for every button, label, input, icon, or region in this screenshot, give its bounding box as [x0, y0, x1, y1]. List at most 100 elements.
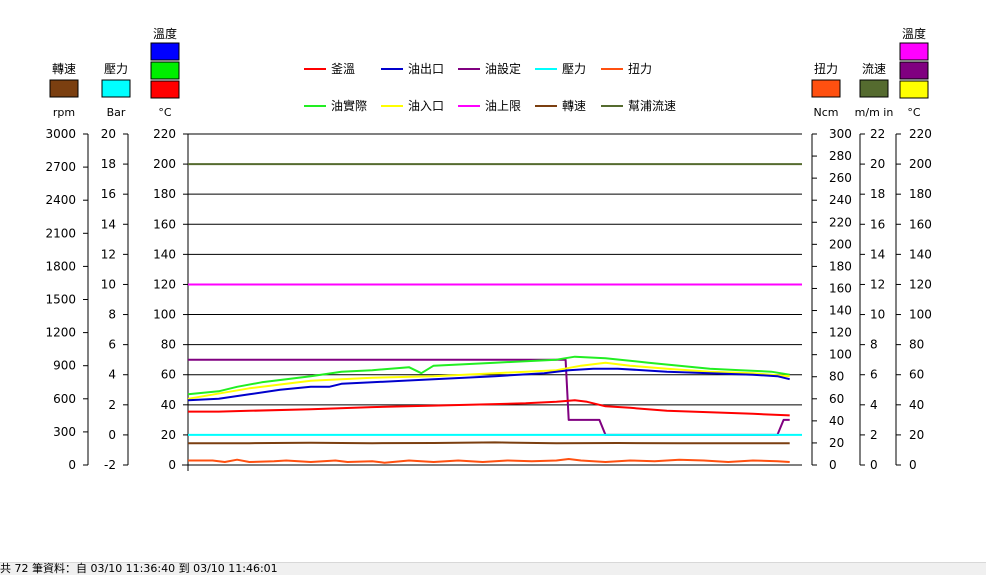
bar-tick-label: 6	[108, 338, 116, 352]
flow-tick-label: 2	[870, 428, 878, 442]
legend-label: 油實際	[331, 98, 367, 113]
axis-swatches: 轉速 rpm 壓力 Bar 溫度 °C 扭力 Ncm 流速 m/m in 溫度 °C	[49, 26, 929, 119]
rpm-axis-title: 轉速	[52, 62, 76, 76]
temp_right-tick-label: 120	[909, 277, 932, 291]
temp_right-axis-title: 溫度	[902, 26, 926, 41]
status-bar: 共 72 筆資料：自 03/10 11:36:40 到 03/10 11:46:…	[0, 562, 986, 575]
temp_left-tick-label: 140	[153, 247, 176, 261]
ncm-tick-label: 80	[829, 370, 844, 384]
flow-tick-label: 0	[870, 458, 878, 472]
series-line	[188, 399, 790, 417]
rpm-tick-label: 1500	[45, 293, 76, 307]
flow-tick-label: 8	[870, 338, 878, 352]
legend-label: 油設定	[485, 61, 521, 76]
temp_left-tick-label: 40	[161, 398, 176, 412]
ncm-axis-title: 扭力	[814, 62, 838, 76]
temp_left-tick-label: 200	[153, 157, 176, 171]
series-line	[187, 361, 790, 400]
chart-canvas: 03006009001200150018002100240027003000-2…	[45, 26, 932, 472]
flow-swatch	[859, 79, 889, 98]
series-lines	[187, 163, 802, 464]
ncm-tick-label: 160	[829, 281, 852, 295]
temp_left-tick-label: 0	[168, 458, 176, 472]
ncm-tick-label: 20	[829, 436, 844, 450]
flow-tick-label: 14	[870, 247, 885, 261]
ncm-tick-label: 280	[829, 149, 852, 163]
rpm-tick-label: 2700	[45, 160, 76, 174]
legend-label: 釜溫	[331, 61, 355, 76]
flow-axis-title: 流速	[862, 62, 886, 76]
ncm-tick-label: 240	[829, 193, 852, 207]
temp_right-tick-label: 200	[909, 157, 932, 171]
temp_right-tick-label: 180	[909, 187, 932, 201]
rpm-tick-label: 300	[53, 425, 76, 439]
flow-tick-label: 4	[870, 398, 878, 412]
temp_left-tick-label: 220	[153, 127, 176, 141]
ncm-tick-label: 40	[829, 414, 844, 428]
temp_right-swatch	[899, 80, 929, 99]
ncm-swatch	[811, 79, 841, 98]
temp_left-tick-label: 180	[153, 187, 176, 201]
series-line	[188, 441, 790, 445]
bar-tick-label: 0	[108, 428, 116, 442]
temp_left-tick-label: 20	[161, 428, 176, 442]
temp_right-swatch	[899, 42, 929, 61]
rpm-tick-label: 2400	[45, 193, 76, 207]
bar-tick-label: 16	[101, 187, 116, 201]
ncm-tick-label: 120	[829, 326, 852, 340]
status-text: 共 72 筆資料：自 03/10 11:36:40 到 03/10 11:46:…	[0, 562, 278, 575]
ncm-tick-label: 0	[829, 458, 837, 472]
temp_right-tick-label: 100	[909, 308, 932, 322]
bar-axis-title: 壓力	[104, 62, 128, 76]
temp_right-tick-label: 140	[909, 247, 932, 261]
rpm-tick-label: 900	[53, 359, 76, 373]
legend-label: 油入口	[408, 99, 444, 113]
rpm-swatch	[49, 79, 79, 98]
temp_left-tick-label: 160	[153, 217, 176, 231]
temp_right-tick-label: 20	[909, 428, 924, 442]
temp_right-tick-label: 40	[909, 398, 924, 412]
bar-tick-label: 2	[108, 398, 116, 412]
bar-tick-label: 10	[101, 277, 116, 291]
series-line	[187, 355, 790, 396]
temp_left-swatch	[150, 80, 180, 99]
flow-tick-label: 22	[870, 127, 885, 141]
temp_left-tick-label: 100	[153, 308, 176, 322]
rpm-tick-label: 0	[68, 458, 76, 472]
legend-label: 油出口	[408, 62, 444, 76]
temp_left-tick-label: 120	[153, 277, 176, 291]
bar-swatch	[101, 79, 131, 98]
legend-label: 壓力	[562, 62, 586, 76]
flow-tick-label: 12	[870, 277, 885, 291]
rpm-tick-label: 1200	[45, 326, 76, 340]
bar-tick-label: 12	[101, 247, 116, 261]
legend-label: 扭力	[628, 62, 652, 76]
ncm-tick-label: 200	[829, 237, 852, 251]
temp_left-swatch	[150, 61, 180, 80]
temp_right-tick-label: 160	[909, 217, 932, 231]
bar-axis-unit: Bar	[107, 106, 126, 119]
bar-tick-label: 18	[101, 157, 116, 171]
bar-tick-label: -2	[104, 458, 116, 472]
legend-label: 轉速	[562, 99, 586, 113]
temp_left-tick-label: 80	[161, 338, 176, 352]
temp_right-swatch	[899, 61, 929, 80]
flow-tick-label: 18	[870, 187, 885, 201]
temp_right-tick-label: 60	[909, 368, 924, 382]
ncm-tick-label: 100	[829, 348, 852, 362]
ncm-tick-label: 60	[829, 392, 844, 406]
legend-label: 油上限	[485, 99, 521, 113]
ncm-tick-label: 220	[829, 215, 852, 229]
flow-tick-label: 6	[870, 368, 878, 382]
flow-tick-label: 20	[870, 157, 885, 171]
flow-tick-label: 16	[870, 217, 885, 231]
rpm-tick-label: 3000	[45, 127, 76, 141]
bar-tick-label: 14	[101, 217, 116, 231]
temp_left-swatch	[150, 42, 180, 61]
temp_right-tick-label: 220	[909, 127, 932, 141]
ncm-tick-label: 300	[829, 127, 852, 141]
rpm-tick-label: 1800	[45, 259, 76, 273]
bar-tick-label: 20	[101, 127, 116, 141]
rpm-axis-unit: rpm	[53, 106, 75, 119]
